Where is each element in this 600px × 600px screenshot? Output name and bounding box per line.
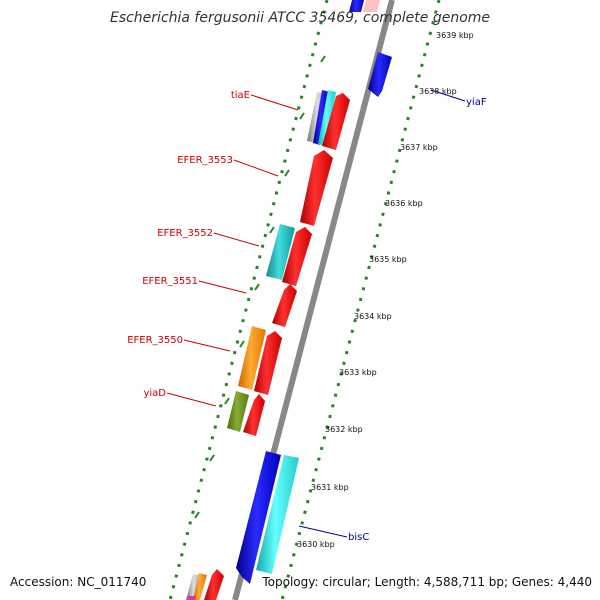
tick-label: 3631 kbp	[311, 483, 349, 492]
gene-label-EFER_3551[interactable]: EFER_3551	[142, 276, 198, 287]
tick-label: 3639 kbp	[436, 31, 474, 40]
label-leader-lines	[166, 89, 466, 538]
tick-label: 3638 kbp	[419, 87, 457, 96]
gene-label-yiaD[interactable]: yiaD	[143, 388, 166, 399]
gene-label-tiaE[interactable]: tiaE	[231, 90, 250, 101]
gene-EFER_3552[interactable]	[266, 224, 312, 286]
top-gene-fragment	[349, 0, 380, 12]
bottom-gene-fragments	[186, 569, 224, 600]
gene-label-EFER_3552[interactable]: EFER_3552	[157, 228, 213, 239]
gene-label-bisC[interactable]: bisC	[348, 532, 369, 543]
accession-text: Accession: NC_011740	[10, 575, 146, 589]
gene-EFER_3551[interactable]	[272, 284, 297, 327]
gene-labels: tiaE EFER_3553 EFER_3552 EFER_3551 EFER_…	[127, 90, 487, 543]
tick-label: 3636 kbp	[385, 199, 423, 208]
gene-label-yiaF[interactable]: yiaF	[466, 97, 487, 108]
inner-tick-marks	[194, 55, 326, 519]
gene-tiaE-cluster[interactable]	[307, 90, 350, 150]
outer-dotted-track	[280, 0, 441, 600]
tick-label: 3634 kbp	[354, 312, 392, 321]
tick-label: 3633 kbp	[339, 368, 377, 377]
tick-label: 3637 kbp	[400, 143, 438, 152]
tick-label: 3630 kbp	[297, 540, 335, 549]
map-title: Escherichia fergusonii ATCC 35469, compl…	[110, 10, 490, 26]
gene-yiaF[interactable]	[368, 52, 392, 97]
gene-label-EFER_3550[interactable]: EFER_3550	[127, 335, 183, 346]
tick-label: 3632 kbp	[325, 425, 363, 434]
position-ticks: 3639 kbp 3638 kbp 3637 kbp 3636 kbp 3635…	[297, 31, 474, 549]
inner-dotted-track	[168, 0, 329, 600]
tick-label: 3635 kbp	[369, 255, 407, 264]
gene-EFER_3553[interactable]	[300, 150, 333, 226]
gene-label-EFER_3553[interactable]: EFER_3553	[177, 155, 233, 166]
topology-text: Topology: circular; Length: 4,588,711 bp…	[261, 575, 592, 589]
gene-EFER_3550[interactable]	[238, 326, 282, 395]
gene-bisC-cluster[interactable]	[236, 451, 299, 584]
gene-yiaD[interactable]	[227, 391, 265, 436]
